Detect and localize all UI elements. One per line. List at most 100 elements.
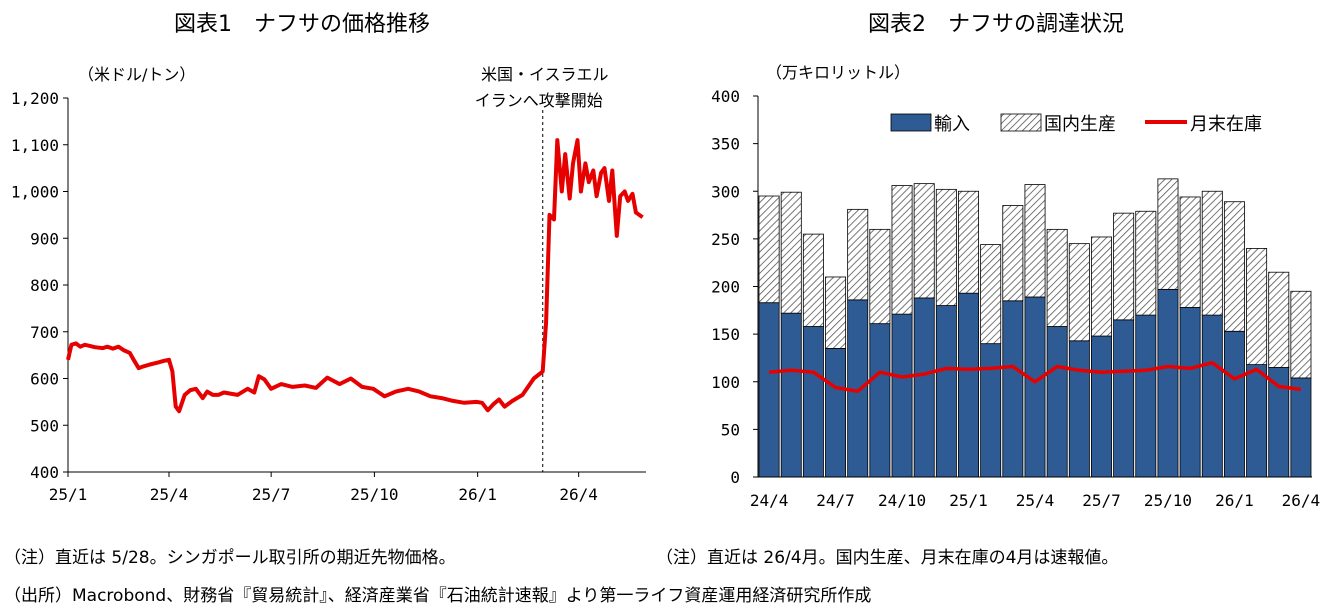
chart2-bar-domestic (958, 190, 980, 294)
chart2-bar-import (935, 305, 957, 478)
chart2-bar-domestic (1024, 184, 1046, 298)
chart1-x-tick-label: 25/4 (150, 485, 189, 504)
chart2-bar-domestic (847, 208, 869, 301)
chart2-bar-domestic (1179, 196, 1201, 308)
legend-swatch-domestic (1000, 113, 1042, 132)
chart2-bar-import (1201, 314, 1223, 478)
chart2-bar-domestic (1002, 205, 1024, 302)
chart2-legend: 輸入 国内生産 月末在庫 (890, 113, 1262, 135)
chart1-y-tick-label: 600 (30, 370, 59, 389)
chart2-bar-import (1024, 296, 1046, 478)
chart2-bar-import (980, 343, 1002, 478)
chart1-y-tick-label: 900 (30, 229, 59, 248)
chart2-bar-import (1246, 364, 1268, 478)
chart2-bar-import (758, 302, 780, 478)
chart2-y-tick-label: 300 (711, 182, 740, 201)
chart1-y-tick-label: 700 (30, 323, 59, 342)
chart2-bar-domestic (1157, 178, 1179, 290)
chart2-x-tick-label: 26/1 (1215, 491, 1254, 510)
chart2-x-tick-label: 25/7 (1082, 491, 1121, 510)
chart2-bar-import (1290, 377, 1312, 478)
chart2-bar-domestic (1268, 271, 1290, 368)
chart2-inventory-line (768, 360, 1302, 394)
chart2-y-tick-label: 100 (711, 373, 740, 392)
chart2-x-tick-label: 24/4 (750, 491, 789, 510)
chart2-bar-import (780, 312, 802, 478)
chart2-x-tick-label: 24/7 (816, 491, 855, 510)
chart1-y-tick-label: 500 (30, 416, 59, 435)
chart2-bar-import (1157, 288, 1179, 478)
chart2-bar-domestic (1201, 190, 1223, 316)
chart2-x-tick-label: 25/4 (1016, 491, 1055, 510)
chart2-bar-domestic (802, 233, 824, 327)
chart2-y-tick-label: 200 (711, 278, 740, 297)
chart1-y-tick-label: 400 (30, 463, 59, 482)
chart2-bar-import (1223, 330, 1245, 478)
chart2-bar-domestic (1046, 228, 1068, 327)
chart2-plot: 0 50 100 150 200 250 300 350 400 24/4 24/7 24/10 25/… (711, 63, 1320, 510)
chart1-y-tick-label: 1,100 (11, 136, 59, 155)
chart2-bar-domestic (1113, 212, 1135, 321)
chart1-unit-label: （米ドル/トン） (78, 65, 195, 84)
chart2-bar-domestic (913, 183, 935, 299)
chart2-x-tick-label: 25/1 (949, 491, 988, 510)
chart2-bar-import (1002, 300, 1024, 478)
legend-swatch-import (890, 113, 932, 132)
chart2-bar-domestic (1091, 236, 1112, 337)
chart2-bar-import (1068, 340, 1090, 478)
chart1-x-tick-label: 25/7 (252, 485, 291, 504)
chart1-x-tick-label: 25/1 (49, 485, 88, 504)
chart2-note: （注）直近は 26/4月。国内生産、月末在庫の4月は速報値。 (656, 548, 1119, 568)
chart2-y-tick-label: 250 (711, 230, 740, 249)
chart2-title: 図表2 ナフサの調達状況 (868, 12, 1124, 37)
chart2-bar-domestic (825, 276, 847, 349)
chart2-bar-import (802, 326, 824, 478)
chart1-y-tick-label: 1,200 (11, 89, 59, 108)
chart1-note: （注）直近は 5/28。シンガポール取引所の期近先物価格。 (4, 548, 456, 568)
chart2-bar-domestic (869, 228, 891, 325)
chart2-bar-domestic (780, 191, 802, 314)
chart1-x-tick-label: 26/1 (458, 485, 497, 504)
legend-label-inventory: 月末在庫 (1190, 114, 1262, 135)
chart2-y-tick-label: 50 (721, 420, 740, 439)
chart2-bar-import (958, 292, 980, 478)
chart1-y-tick-label: 800 (30, 276, 59, 295)
chart2-bar-domestic (1135, 210, 1157, 316)
chart1-y-tick-label: 1,000 (11, 183, 59, 202)
chart2-bar-import (825, 348, 847, 478)
source-note: （出所）Macrobond、財務省『貿易統計』、経済産業省『石油統計速報』より第… (4, 586, 872, 606)
chart2-bar-import (1091, 335, 1112, 478)
chart2-x-tick-label: 25/10 (1144, 491, 1192, 510)
chart2-bar-domestic (758, 195, 780, 304)
chart2-unit-label: （万キロリットル） (766, 63, 910, 82)
chart2-bar-domestic (1246, 247, 1268, 366)
chart2-x-tick-label: 24/10 (878, 491, 926, 510)
chart2-bar-domestic (980, 244, 1002, 345)
legend-label-import: 輸入 (934, 114, 970, 135)
chart2-bar-import (1135, 314, 1157, 478)
chart1-plot: 400 500 600 700 800 900 1,000 1,100 1,200 25/1 25/… (11, 65, 646, 504)
chart2-bar-import (891, 313, 913, 478)
chart2-bar-domestic (935, 188, 957, 306)
chart2-bar-domestic (891, 185, 913, 315)
chart1-event-label: イランへ攻撃開始 (475, 91, 603, 110)
chart2-bar-domestic (1068, 243, 1090, 342)
chart1-x-tick-label: 26/4 (559, 485, 598, 504)
chart2-bar-import (869, 323, 891, 478)
chart2-bar-domestic (1223, 201, 1245, 332)
legend-label-domestic: 国内生産 (1044, 114, 1116, 135)
chart1-x-tick-label: 25/10 (350, 485, 398, 504)
chart1-price-line (66, 138, 644, 414)
chart2-y-tick-label: 150 (711, 325, 740, 344)
chart2-bar-import (1179, 307, 1201, 478)
chart2-bar-import (1113, 319, 1135, 478)
chart2-bar-domestic (1290, 290, 1312, 379)
chart2-bar-import (1268, 367, 1290, 478)
chart2-y-tick-label: 350 (711, 135, 740, 154)
chart2-y-tick-label: 0 (730, 468, 740, 487)
chart2-bar-import (913, 297, 935, 478)
chart2-y-tick-label: 400 (711, 87, 740, 106)
chart1-title: 図表1 ナフサの価格推移 (174, 12, 430, 37)
chart1-event-label: 米国・イスラエル (481, 65, 609, 84)
